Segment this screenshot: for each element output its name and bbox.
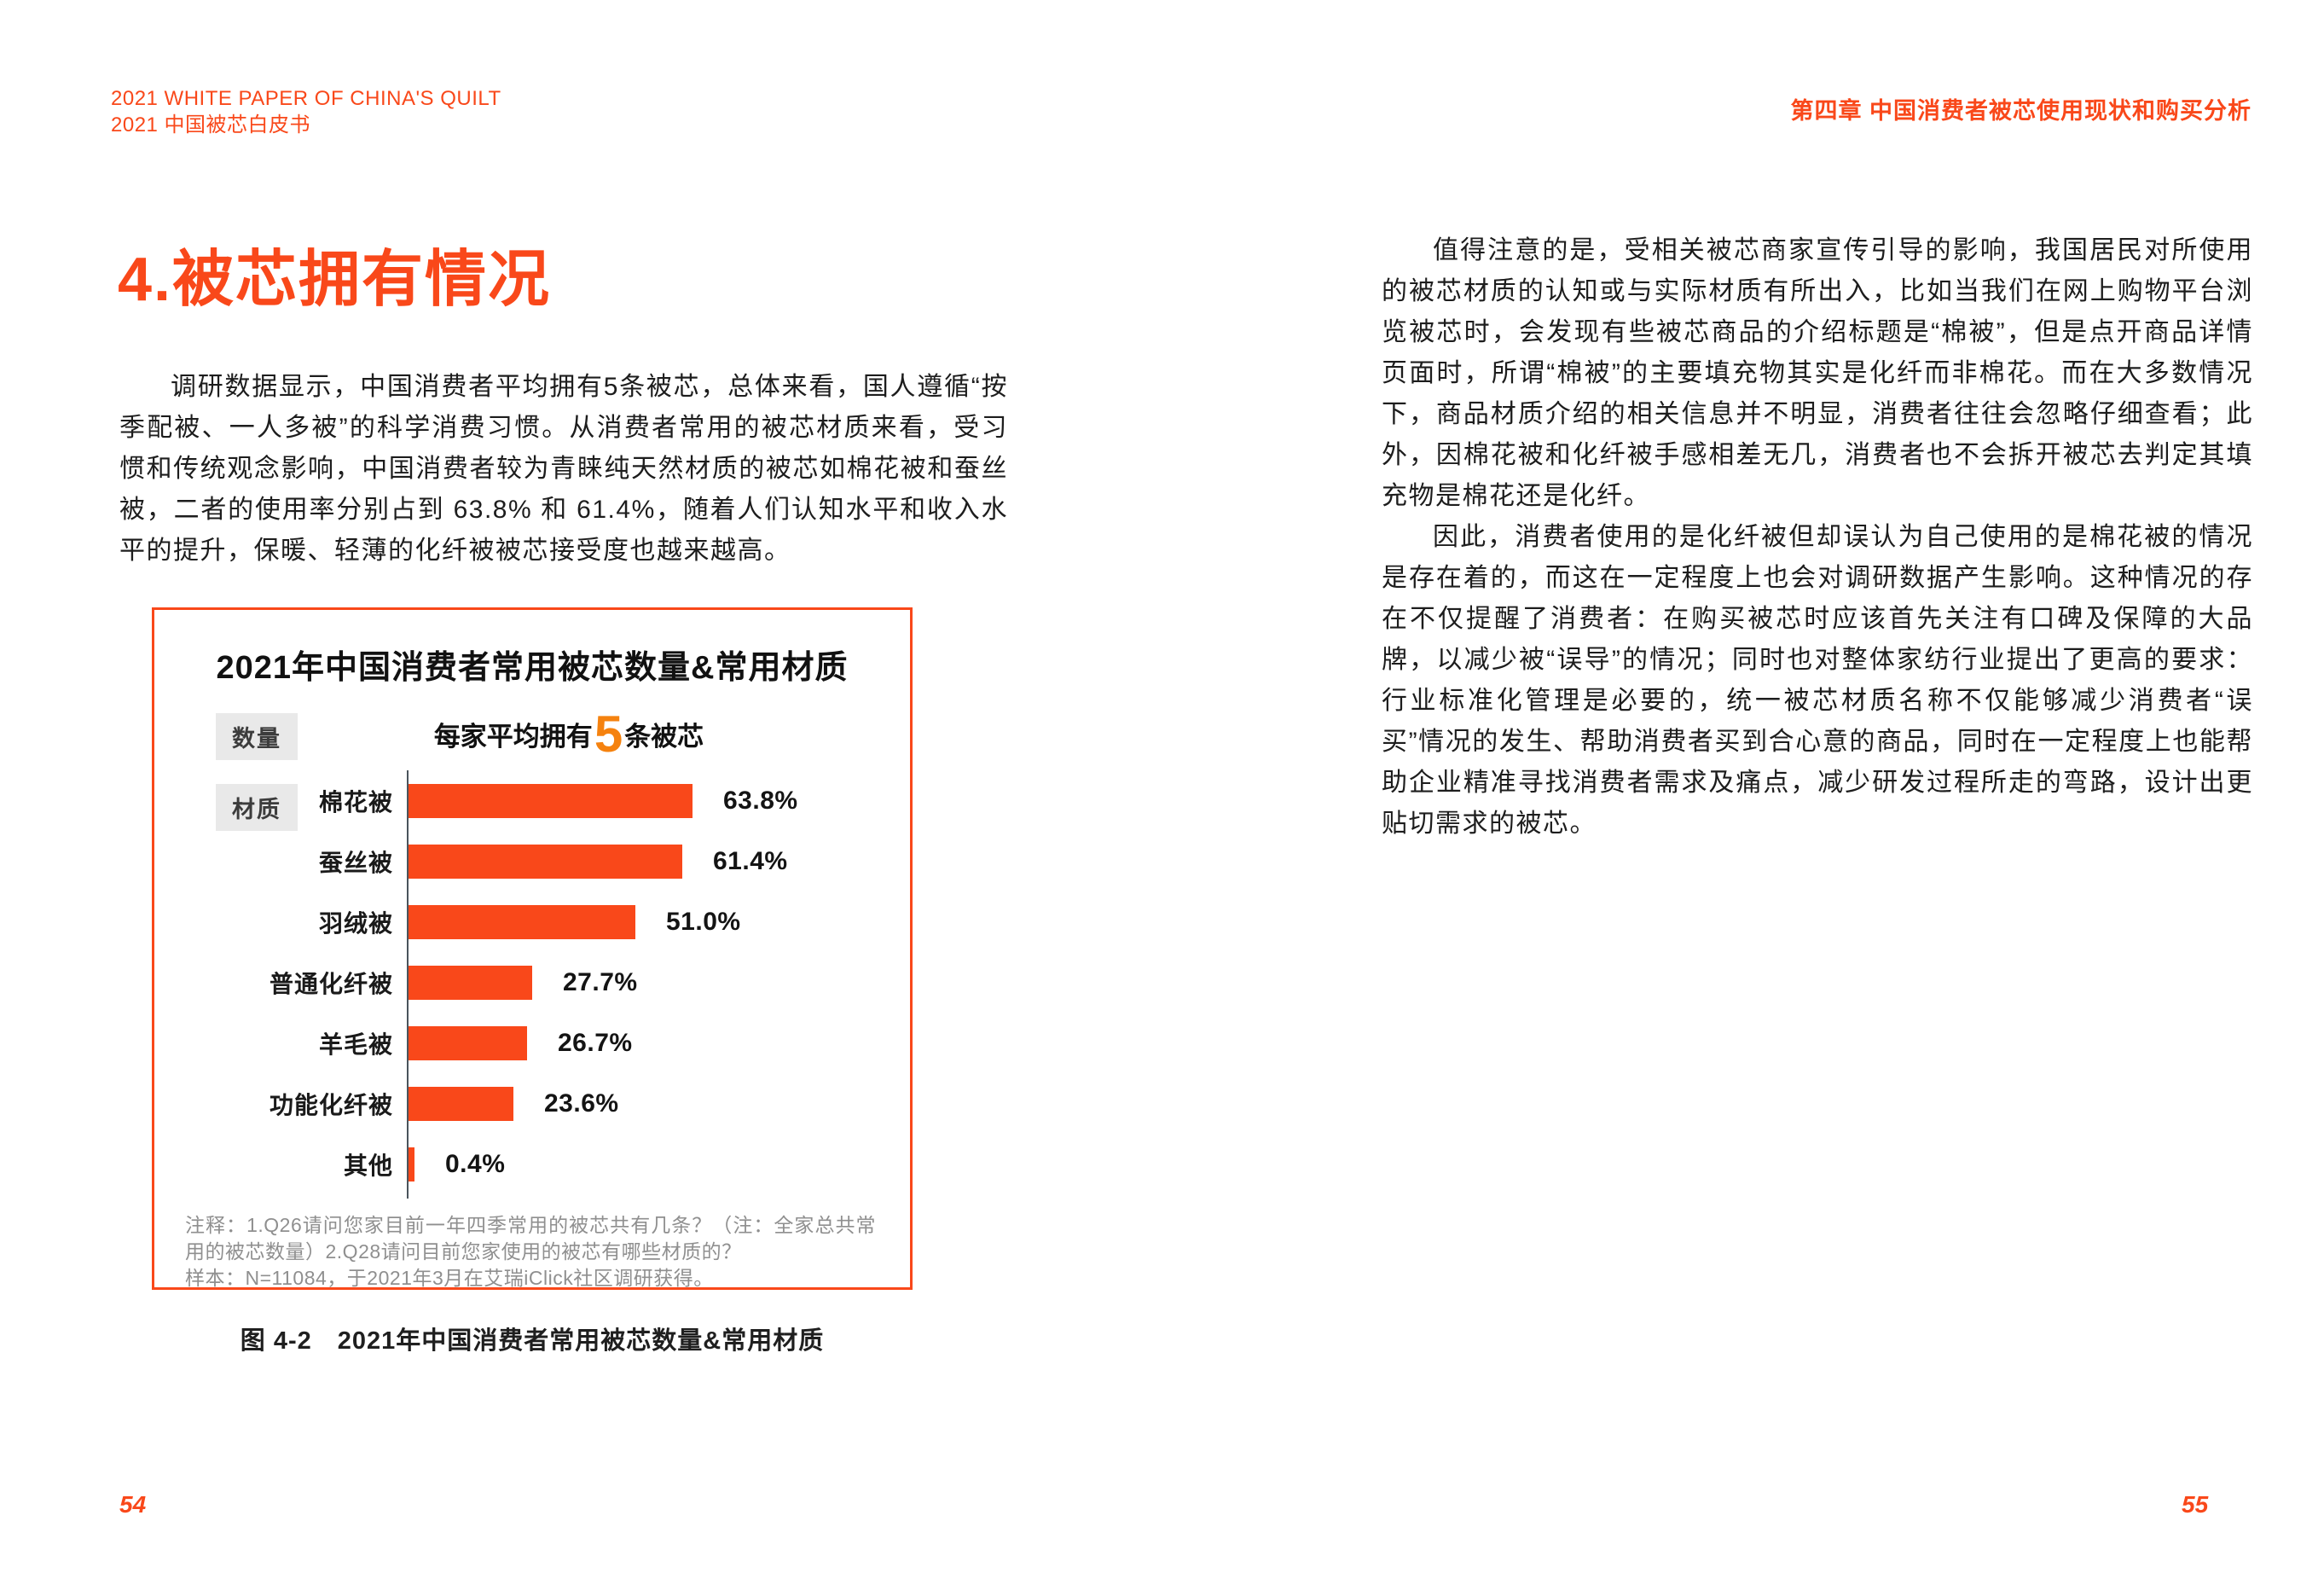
bar-value-label: 0.4%	[445, 1149, 506, 1178]
bar-value-label: 51.0%	[666, 907, 741, 936]
bar-row: 羊毛被 26.7%	[154, 1013, 910, 1073]
quantity-badge: 数量	[216, 713, 298, 760]
document-header-title-en: 2021 WHITE PAPER OF CHINA'S QUILT	[111, 87, 501, 110]
bar-value-label: 26.7%	[558, 1028, 633, 1057]
bar-row: 普通化纤被 27.7%	[154, 952, 910, 1013]
chart-rows: 棉花被 63.8% 蚕丝被 61.4% 羽绒被 51.0% 普通化纤被 27.7% 羊毛被 26.…	[154, 770, 910, 1194]
bar-value-label: 27.7%	[563, 967, 638, 996]
bar-value-label: 63.8%	[723, 786, 798, 815]
document-header-left: 2021 WHITE PAPER OF CHINA'S QUILT 2021 中…	[111, 85, 501, 138]
quantity-summary-suffix: 条被芯	[624, 722, 704, 752]
bar-row: 蚕丝被 61.4%	[154, 831, 910, 891]
figure-caption: 图 4-2 2021年中国消费者常用被芯数量&常用材质	[240, 1327, 825, 1355]
chart-note-line: 注释：1.Q26请问您家目前一年四季常用的被芯共有几条？（注：全家总共常用的被芯…	[185, 1214, 876, 1263]
bar	[409, 965, 532, 1000]
chart-title: 2021年中国消费者常用被芯数量&常用材质	[216, 650, 849, 686]
bar-category-label: 其他	[343, 1152, 393, 1179]
quantity-summary-prefix: 每家平均拥有	[433, 722, 593, 752]
document-header-title-cn: 2021 中国被芯白皮书	[111, 113, 311, 136]
bar-category-label: 蚕丝被	[318, 849, 393, 876]
section-title: 4.被芯拥有情况	[118, 246, 552, 314]
bar-category-label: 羊毛被	[318, 1031, 393, 1058]
bar	[409, 1147, 414, 1181]
bar	[409, 904, 635, 939]
bar-category-label: 普通化纤被	[269, 970, 393, 997]
bar-value-label: 23.6%	[544, 1089, 619, 1118]
page-number-left: 54	[119, 1491, 147, 1518]
bar-category-label: 棉花被	[318, 788, 393, 816]
quantity-summary: 每家平均拥有5条被芯	[433, 709, 704, 761]
bar-row: 功能化纤被 23.6%	[154, 1073, 910, 1134]
chart-notes: 注释：1.Q26请问您家目前一年四季常用的被芯共有几条？（注：全家总共常用的被芯…	[185, 1212, 876, 1292]
chart-figure: 2021年中国消费者常用被芯数量&常用材质 数量 每家平均拥有5条被芯 材质 棉…	[152, 607, 913, 1290]
quantity-number: 5	[594, 705, 623, 763]
bar-value-label: 61.4%	[713, 846, 788, 875]
bar	[409, 1086, 513, 1121]
bar	[409, 783, 693, 818]
chart-note-line: 样本：N=11084，于2021年3月在艾瑞iClick社区调研获得。	[185, 1267, 714, 1289]
right-body-column: 值得注意的是，受相关被芯商家宣传引导的影响，我国居民对所使用的被芯材质的认知或与…	[1382, 230, 2253, 845]
right-body-paragraph-1: 值得注意的是，受相关被芯商家宣传引导的影响，我国居民对所使用的被芯材质的认知或与…	[1382, 236, 2253, 510]
bar-category-label: 功能化纤被	[269, 1091, 393, 1118]
bar-row: 羽绒被 51.0%	[154, 891, 910, 952]
bar-category-label: 羽绒被	[318, 909, 393, 937]
page-number-right: 55	[2182, 1491, 2209, 1518]
bar	[409, 1025, 527, 1060]
bar-row: 棉花被 63.8%	[154, 770, 910, 831]
material-badge: 材质	[216, 784, 298, 831]
bar-row: 其他 0.4%	[154, 1134, 910, 1194]
right-body-paragraph-2: 因此，消费者使用的是化纤被但却误认为自己使用的是棉花被的情况是存在着的，而这在一…	[1382, 523, 2253, 838]
chapter-header: 第四章 中国消费者被芯使用现状和购买分析	[1790, 98, 2252, 124]
chart-axis-line	[407, 770, 409, 1199]
bar	[409, 844, 682, 879]
left-body-paragraph: 调研数据显示，中国消费者平均拥有5条被芯，总体来看，国人遵循“按季配被、一人多被…	[119, 373, 1008, 565]
